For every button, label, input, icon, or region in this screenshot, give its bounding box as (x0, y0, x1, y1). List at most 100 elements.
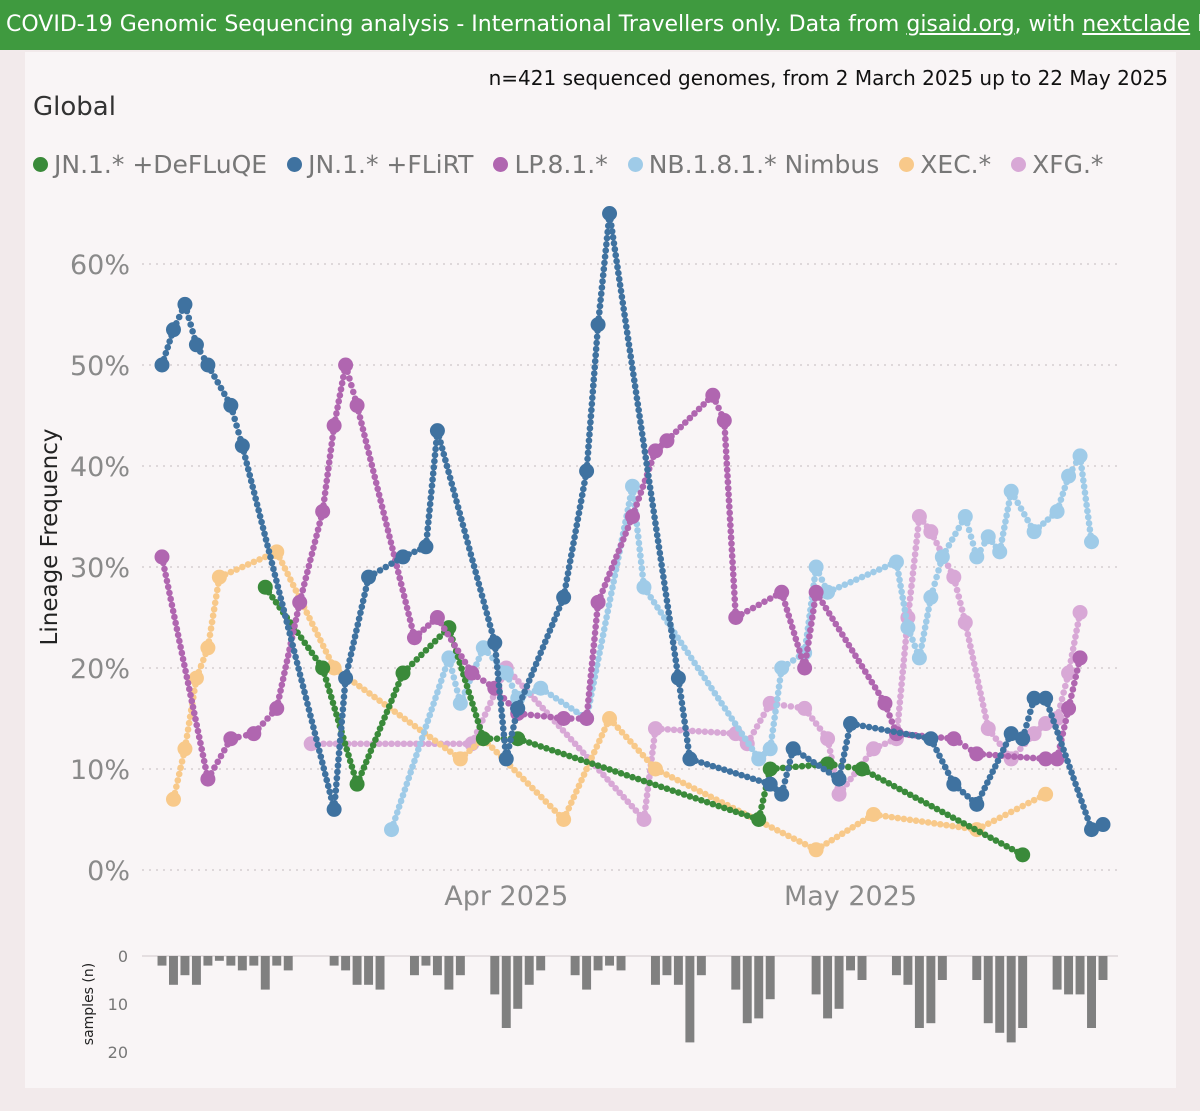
series-line-dot (1080, 483, 1088, 490)
series-line-dot (677, 693, 685, 701)
series-line-dot (691, 410, 698, 417)
series-line-dot (1064, 757, 1071, 765)
series-line-dot (725, 497, 733, 504)
series-line-dot (805, 755, 812, 763)
series-line-dot (726, 515, 734, 523)
series-line-dot (792, 763, 800, 771)
series-line-dot (543, 745, 550, 752)
series-line-dot (501, 737, 508, 744)
legend-item[interactable]: JN.1.* +DeFLuQE (33, 150, 267, 179)
legend-marker (1011, 156, 1027, 172)
series-line-dot (448, 667, 456, 675)
data-point (831, 786, 847, 802)
series-line-dot (832, 620, 840, 628)
series-line-dot (343, 746, 351, 753)
series-line-dot (858, 573, 866, 581)
series-line-dot (362, 585, 370, 593)
series-line-dot (731, 601, 739, 609)
series-line-dot (428, 488, 435, 496)
series-line-dot (735, 725, 742, 732)
series-line-dot (235, 429, 242, 436)
series-line-dot (971, 825, 978, 833)
series-line-dot (361, 591, 368, 599)
series-line-dot (969, 540, 977, 547)
series-line-dot (633, 501, 640, 508)
series-line-dot (376, 697, 383, 705)
series-line-dot (615, 269, 622, 277)
series-line-dot (1072, 633, 1079, 640)
series-line-dot (881, 563, 889, 571)
series-line-dot (715, 404, 722, 412)
data-point (969, 796, 985, 812)
series-line-dot (466, 747, 473, 755)
series-line-dot (598, 732, 606, 739)
legend-item[interactable]: LP.8.1.* (493, 150, 608, 179)
series-line-dot (436, 683, 443, 690)
series-line-dot (374, 485, 381, 493)
series-line-dot (790, 629, 798, 637)
legend-item[interactable]: NB.1.8.1.* Nimbus (627, 150, 879, 179)
series-line-dot (277, 687, 284, 695)
series-line-dot (910, 563, 917, 571)
series-line-dot (500, 731, 508, 738)
series-line-dot (586, 425, 594, 432)
series-line-dot (728, 715, 736, 722)
series-line-dot (334, 762, 342, 769)
series-line-dot (281, 612, 289, 620)
series-line-dot (590, 748, 598, 756)
series-line-dot (639, 483, 647, 490)
series-line-dot (166, 589, 173, 597)
series-line-dot (594, 762, 602, 769)
series-line-dot (335, 749, 343, 757)
legend-item[interactable]: XFG.* (1011, 150, 1103, 179)
series-line-dot (627, 738, 634, 745)
series-line-dot (394, 568, 402, 576)
data-point (716, 413, 732, 429)
series-line-dot (488, 744, 496, 751)
series-line-dot (829, 615, 836, 623)
series-line-dot (808, 620, 815, 628)
series-line-dot (928, 802, 935, 810)
series-line-dot (367, 455, 374, 463)
series-line-dot (855, 657, 863, 665)
series-line-dot (356, 414, 364, 421)
series-line-dot (381, 515, 389, 522)
series-line-dot (804, 645, 811, 653)
legend-item[interactable]: JN.1.* +FLiRT (287, 150, 473, 179)
series-line-dot (707, 728, 715, 736)
series-line-dot (583, 765, 590, 773)
series-line-dot (480, 598, 487, 605)
series-line-dot (589, 382, 597, 389)
series-line-dot (533, 789, 541, 796)
series-line-dot (380, 509, 387, 516)
series-line-dot (885, 780, 893, 787)
series-line-dot (1080, 477, 1087, 484)
series-line-dot (852, 576, 860, 583)
series-line-dot (396, 574, 404, 582)
gisaid-link[interactable]: gisaid.org (906, 12, 1015, 37)
nextclade-link[interactable]: nextclade (1082, 12, 1191, 37)
series-line-dot (366, 690, 373, 697)
series-line-dot (721, 804, 728, 812)
series-line-dot (652, 781, 659, 789)
series-line-dot (584, 702, 592, 710)
legend-item[interactable]: XEC.* (899, 150, 991, 179)
data-point (452, 695, 468, 711)
series-line-dot (555, 605, 563, 612)
series-line-dot (591, 629, 599, 637)
sample-bar (662, 956, 672, 976)
series-line-dot (217, 384, 225, 392)
sample-bar (903, 956, 913, 985)
series-line-dot (922, 618, 930, 625)
series-line-dot (628, 802, 636, 810)
series-line-dot (726, 509, 733, 517)
series-line-dot (658, 561, 665, 569)
series-line-dot (749, 775, 757, 783)
series-line-dot (996, 740, 1004, 748)
series-line-dot (998, 536, 1006, 544)
series-line-dot (913, 538, 920, 546)
series-line-dot (1004, 752, 1012, 760)
data-point (200, 640, 216, 656)
series-line-dot (676, 726, 684, 734)
series-line-dot (576, 503, 584, 511)
